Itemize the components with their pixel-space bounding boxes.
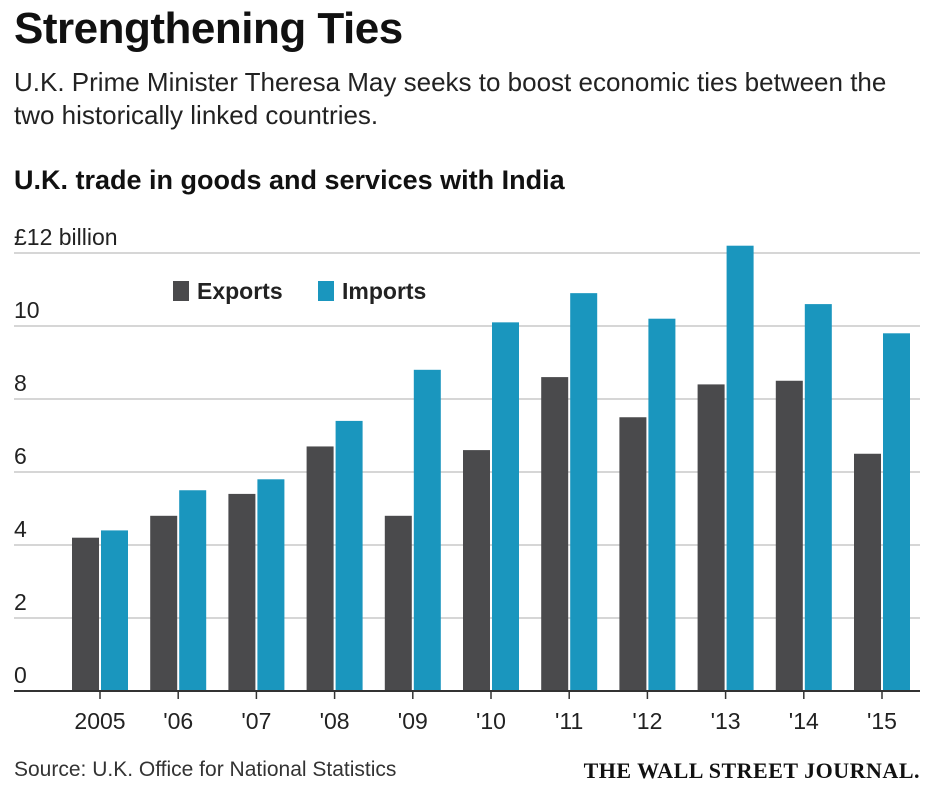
bar-exports xyxy=(619,417,647,691)
publisher-logo: THE WALL STREET JOURNAL. xyxy=(583,758,920,783)
bar-imports xyxy=(648,318,676,691)
legend-label-exports: Exports xyxy=(197,278,283,304)
bar-exports xyxy=(306,446,334,691)
x-tick-label: '15 xyxy=(867,708,897,734)
bar-exports xyxy=(384,515,412,691)
x-tick-label: 2005 xyxy=(74,708,125,734)
bar-exports xyxy=(72,537,99,691)
legend: Exports Imports xyxy=(173,278,426,304)
bar-imports xyxy=(570,293,598,691)
source-note: Source: U.K. Office for National Statist… xyxy=(14,758,397,781)
y-tick-label: 8 xyxy=(14,370,27,396)
chart-main-title: Strengthening Ties xyxy=(14,4,403,53)
bar-imports xyxy=(883,333,910,691)
bar-exports xyxy=(463,450,490,691)
bar-imports xyxy=(101,530,128,691)
bar-imports xyxy=(492,322,519,691)
x-tick-label: '12 xyxy=(632,708,662,734)
bar-imports xyxy=(413,369,441,691)
x-tick-label: '14 xyxy=(789,708,819,734)
bar-exports xyxy=(775,380,803,691)
y-tick-label: 6 xyxy=(14,443,27,469)
y-tick-label: 0 xyxy=(14,662,27,688)
x-tick-label: '07 xyxy=(241,708,271,734)
bars xyxy=(72,245,910,691)
bar-exports xyxy=(228,493,256,691)
chart-title: U.K. trade in goods and services with In… xyxy=(14,165,565,195)
x-tick-label: '08 xyxy=(320,708,350,734)
y-tick-label: 10 xyxy=(14,297,40,323)
x-tick-label: '06 xyxy=(163,708,193,734)
axes: 0 2 4 6 8 10 £12 billion 2005 '06 '07 '08 '09 '10 '11… xyxy=(14,224,920,734)
x-tick-label: '10 xyxy=(476,708,506,734)
legend-swatch-imports xyxy=(318,281,334,301)
bar-exports xyxy=(854,453,881,691)
y-tick-label: 2 xyxy=(14,589,27,615)
bar-chart: 0 2 4 6 8 10 £12 billion 2005 '06 '07 '08 '09 '10 '11… xyxy=(14,224,920,734)
legend-label-imports: Imports xyxy=(342,278,426,304)
bar-exports xyxy=(541,377,569,691)
bar-imports xyxy=(257,479,285,691)
chart-subtitle: U.K. Prime Minister Theresa May seeks to… xyxy=(14,67,887,130)
bar-imports xyxy=(726,245,754,691)
y-tick-label: 4 xyxy=(14,516,27,542)
bar-exports xyxy=(150,515,178,691)
x-tick-label: '09 xyxy=(398,708,428,734)
bar-imports xyxy=(179,490,207,691)
x-tick-label: '13 xyxy=(711,708,741,734)
bar-imports xyxy=(335,420,363,691)
legend-swatch-exports xyxy=(173,281,189,301)
bar-imports xyxy=(804,304,832,691)
x-tick-label: '11 xyxy=(555,708,583,734)
bar-exports xyxy=(697,384,725,691)
y-tick-label: £12 billion xyxy=(14,224,118,250)
